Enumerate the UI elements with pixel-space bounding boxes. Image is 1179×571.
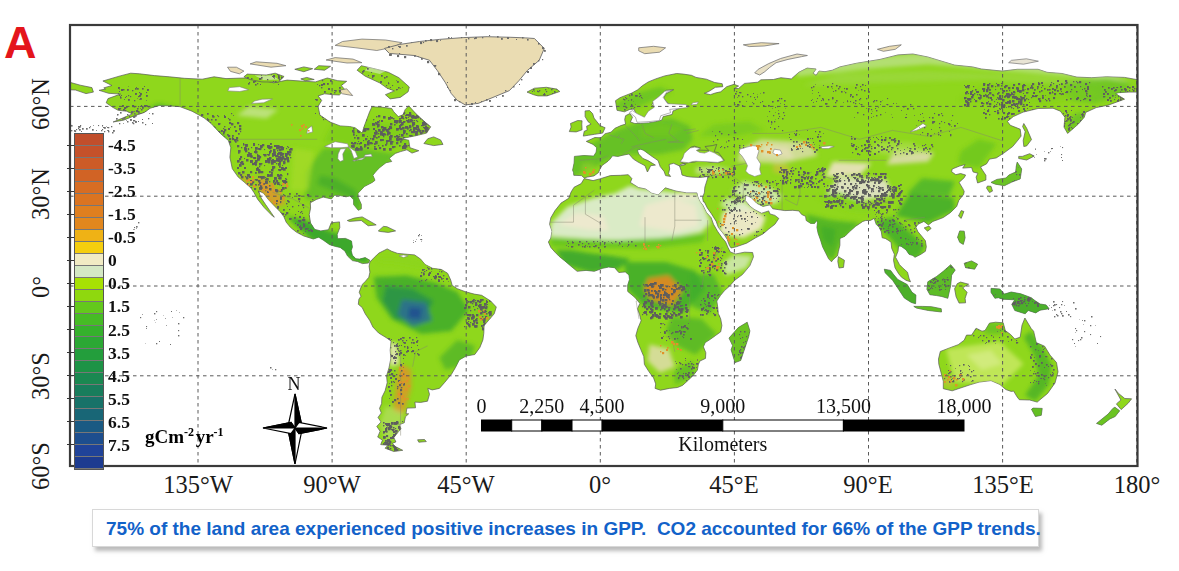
svg-text:9,000: 9,000 <box>700 395 745 417</box>
svg-text:N: N <box>288 374 301 394</box>
svg-text:4,500: 4,500 <box>580 395 625 417</box>
svg-text:2,250: 2,250 <box>519 395 564 417</box>
svg-text:18,000: 18,000 <box>937 395 992 417</box>
svg-text:Kilometers: Kilometers <box>678 433 767 455</box>
svg-text:0: 0 <box>477 395 487 417</box>
svg-text:13,500: 13,500 <box>816 395 871 417</box>
